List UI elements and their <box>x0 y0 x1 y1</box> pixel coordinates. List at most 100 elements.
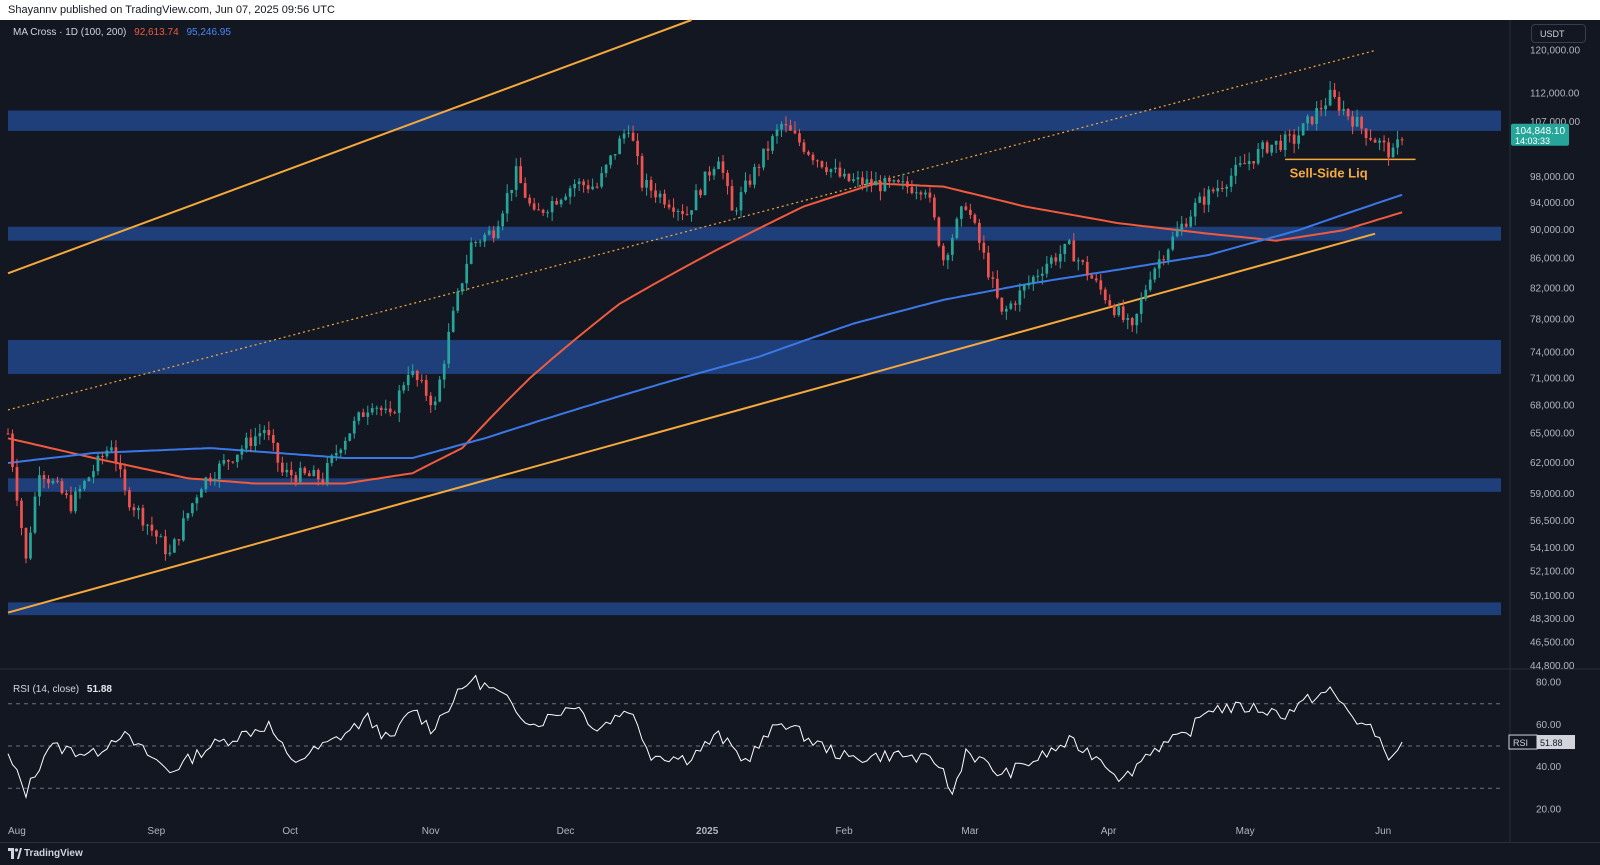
candle-body <box>676 210 680 212</box>
candle-body <box>424 380 428 396</box>
candle-body <box>168 552 172 555</box>
candle-body <box>726 172 729 187</box>
candle-body <box>321 479 325 483</box>
last-price-value: 104,848.10 <box>1515 126 1565 137</box>
candle-body <box>429 395 433 406</box>
candle-body <box>1121 306 1125 320</box>
candle-body <box>1009 303 1013 309</box>
candle-body <box>173 539 176 553</box>
candle-body <box>96 455 100 472</box>
candle-body <box>1319 108 1323 110</box>
currency-button[interactable]: USDT <box>1531 24 1586 43</box>
time-tick-label: Nov <box>422 826 440 837</box>
candle-body <box>865 179 869 185</box>
candle-body <box>191 503 194 514</box>
candle-body <box>1090 275 1094 279</box>
candle-body <box>280 462 284 473</box>
candle-body <box>1256 148 1260 164</box>
ma100-line <box>7 182 1403 485</box>
candle-body <box>339 449 343 454</box>
candle-body <box>739 192 743 211</box>
candle-body <box>307 473 311 477</box>
candle-body <box>379 407 383 411</box>
candle-body <box>1234 164 1238 176</box>
time-tick-label: Jun <box>1375 826 1391 837</box>
sell-side-liq-label: Sell-Side Liq <box>1290 165 1368 180</box>
candle-body <box>1252 161 1256 164</box>
candle-body <box>613 154 617 156</box>
rsi-badge-value-box <box>1537 735 1575 750</box>
candle-body <box>924 192 927 195</box>
candle-body <box>708 171 711 176</box>
candle-body <box>1360 117 1363 129</box>
candle-body <box>285 469 289 473</box>
candle-body <box>487 230 491 235</box>
candle-body <box>942 245 945 261</box>
candle-body <box>622 133 626 139</box>
candle-body <box>690 210 693 215</box>
time-tick-label: Aug <box>8 826 26 837</box>
indicator-legend[interactable]: MA Cross · 1D (100, 200) 92,613.74 95,24… <box>13 26 231 39</box>
candle-body <box>1261 142 1265 149</box>
candle-body <box>1220 188 1224 190</box>
axis-layer: 120,000.00 112,000.00 107,000.00 98,000.00 9… <box>0 20 1600 842</box>
candle-body <box>528 197 531 204</box>
candle-body <box>523 183 527 198</box>
candle-body <box>366 412 370 417</box>
candle-body <box>681 210 684 215</box>
candle-body <box>343 440 347 450</box>
candle-body <box>420 379 424 381</box>
candle-body <box>1144 289 1148 300</box>
price-zone <box>8 602 1501 616</box>
candle-body <box>47 479 50 484</box>
candle-body <box>609 155 612 165</box>
candle-body <box>289 469 293 476</box>
time-tick-label: Dec <box>557 826 575 837</box>
candle-body <box>1022 285 1026 291</box>
candle-body <box>397 390 401 413</box>
candle-body <box>1063 243 1067 255</box>
lines-layer: Sell-Side Liq <box>7 19 1416 614</box>
candle-body <box>375 407 379 409</box>
candle-body <box>1378 140 1381 143</box>
candle-body <box>915 192 918 194</box>
candle-body <box>1117 306 1121 316</box>
price-tick-label: 48,300.00 <box>1530 614 1575 625</box>
candle-body <box>784 124 788 126</box>
candle-body <box>11 433 14 468</box>
rsi-badge-value: 51.88 <box>1540 738 1563 748</box>
candle-body <box>856 177 860 180</box>
candle-body <box>51 480 55 484</box>
candle-body <box>1396 139 1399 148</box>
candle-body <box>933 197 936 218</box>
candle-body <box>334 453 338 456</box>
candle-body <box>240 448 244 455</box>
price-tick-label: 94,000.00 <box>1530 198 1575 209</box>
price-zone <box>8 226 1501 241</box>
candle-body <box>559 199 563 205</box>
candle-body <box>537 209 540 211</box>
rsi-legend[interactable]: RSI (14, close) 51.88 <box>13 684 112 695</box>
candle-body <box>1288 134 1291 136</box>
candle-body <box>1265 142 1269 153</box>
candle-body <box>348 433 352 441</box>
candle-body <box>1013 303 1017 305</box>
candle-body <box>388 408 392 413</box>
candle-body <box>1049 257 1053 264</box>
candle-body <box>1171 236 1175 250</box>
candle-body <box>15 467 19 501</box>
candle-body <box>811 154 815 161</box>
candle-body <box>699 190 702 196</box>
candle-body <box>132 507 136 511</box>
candle-body <box>1103 289 1107 301</box>
candle-body <box>1364 128 1368 138</box>
candle-body <box>1283 134 1287 151</box>
footer-brand[interactable]: TradingView <box>24 848 83 859</box>
channel-line <box>7 232 1376 614</box>
candle-body <box>874 181 878 186</box>
price-tick-label: 82,000.00 <box>1530 283 1575 294</box>
candle-body <box>1373 139 1377 143</box>
candle-body <box>1306 116 1309 124</box>
candle-body <box>218 463 221 480</box>
